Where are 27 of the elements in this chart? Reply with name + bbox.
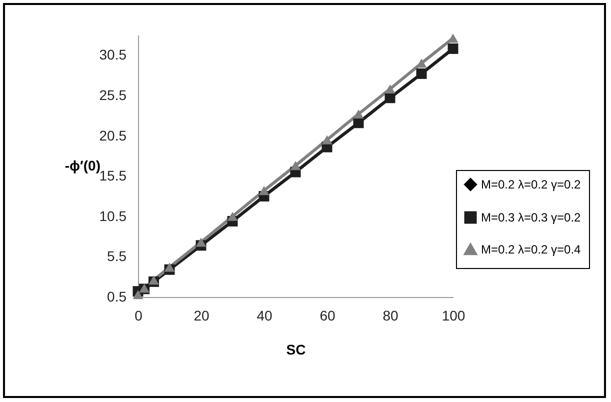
legend-label: M=0.2 λ=0.2 γ=0.4 — [481, 242, 582, 256]
y-axis-title: -ϕ′(0) — [64, 158, 100, 174]
point — [196, 238, 206, 247]
point — [322, 135, 332, 144]
y-tick-label: 0.5 — [107, 288, 127, 304]
legend-label: M=0.2 λ=0.2 γ=0.2 — [481, 178, 582, 192]
y-tick-label: 30.5 — [99, 46, 127, 63]
point — [227, 212, 238, 221]
x-axis-title: SC — [286, 342, 306, 358]
y-tick-label: 15.5 — [99, 168, 127, 184]
point — [384, 84, 396, 94]
x-tick-label: 80 — [382, 308, 398, 324]
point — [290, 161, 301, 170]
x-tick-label: 60 — [320, 308, 336, 324]
x-tick-label: 20 — [194, 308, 210, 324]
x-tick-label: 0 — [134, 308, 143, 324]
y-tick-label: 20.5 — [99, 127, 127, 144]
x-tick-label: 40 — [256, 308, 272, 324]
point — [258, 186, 270, 196]
x-tick-label: 100 — [442, 308, 466, 324]
point — [132, 290, 144, 300]
y-tick-label: 10.5 — [99, 208, 127, 224]
point — [353, 109, 364, 119]
y-tick-label: 5.5 — [107, 248, 127, 264]
legend-label: M=0.3 λ=0.3 γ=0.2 — [481, 210, 582, 224]
y-tick-label: 25.5 — [99, 86, 127, 103]
point — [164, 262, 175, 272]
